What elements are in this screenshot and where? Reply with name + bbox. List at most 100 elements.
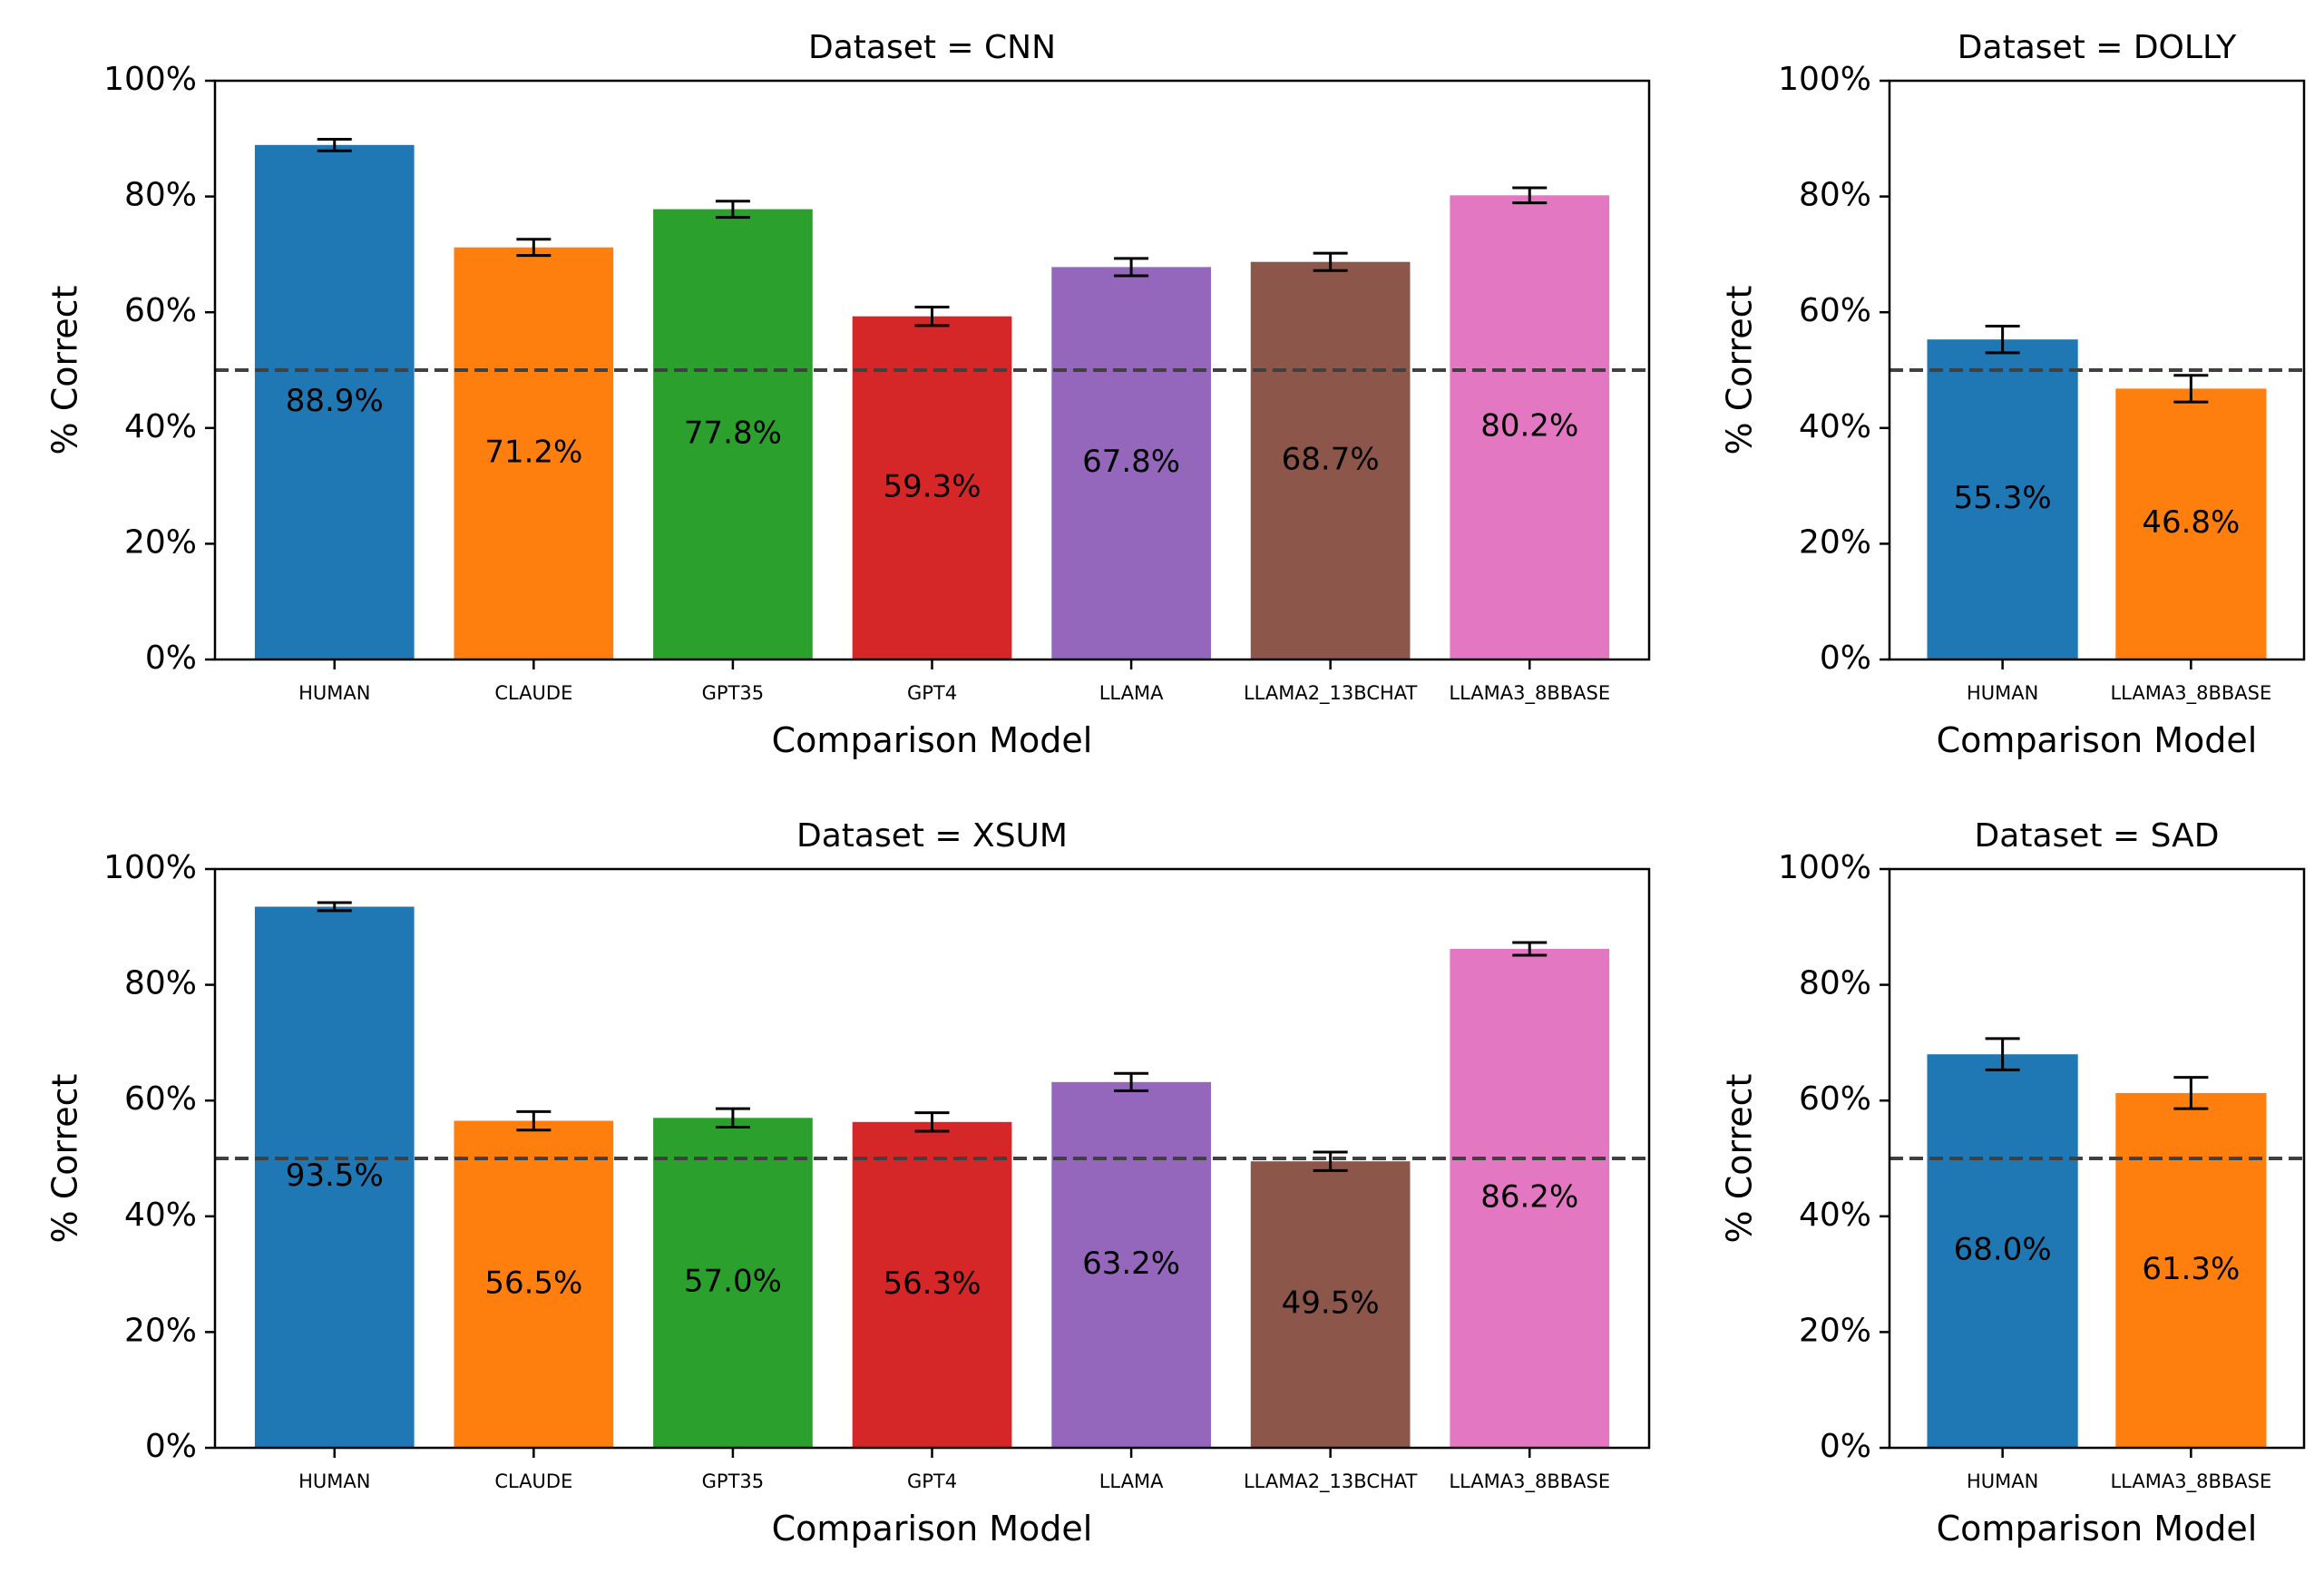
x-tick-label: LLAMA3_8BBASE <box>1449 1470 1610 1493</box>
y-tick-label: 20% <box>124 523 197 561</box>
bar-gpt4 <box>852 1121 1012 1448</box>
x-tick-label: HUMAN <box>298 1470 370 1492</box>
y-tick-label: 60% <box>1799 1080 1871 1118</box>
y-tick-label: 40% <box>1799 1197 1871 1234</box>
y-tick-label: 100% <box>103 849 197 886</box>
y-tick-label: 100% <box>1778 849 1871 886</box>
y-tick-label: 60% <box>124 292 197 329</box>
bar-label: 56.3% <box>883 1265 981 1302</box>
y-tick-label: 0% <box>1820 640 1871 677</box>
error-bar-gpt35 <box>715 1107 750 1129</box>
y-axis-label: % Correct <box>45 286 85 455</box>
x-tick-label: GPT4 <box>907 1470 957 1492</box>
bar-claude <box>454 1120 614 1448</box>
x-axis-label: Comparison Model <box>1937 1509 2258 1549</box>
panel-sad: 68.0% 61.3% 0% 20% 40% 60% 80% 100% HUMAN LLAMA3_… <box>1720 817 2306 1549</box>
error-bar-gpt4 <box>914 305 950 327</box>
bar-label: 93.5% <box>286 1158 384 1194</box>
x-axis-label: Comparison Model <box>1937 720 2258 760</box>
error-bar-human <box>317 137 352 152</box>
x-tick-label: HUMAN <box>1967 1470 2038 1492</box>
x-tick-label: LLAMA2_13BCHAT <box>1244 682 1418 705</box>
chart-title: Dataset = SAD <box>1975 817 2220 855</box>
x-tick-label: LLAMA3_8BBASE <box>1449 682 1610 705</box>
x-tick-label: GPT35 <box>702 682 765 704</box>
x-tick-label: CLAUDE <box>494 682 572 704</box>
y-tick-label: 40% <box>124 408 197 445</box>
bar-human <box>1927 339 2078 659</box>
y-tick-label: 80% <box>1799 177 1871 214</box>
error-bar-claude <box>516 1109 552 1132</box>
y-tick-label: 0% <box>1820 1428 1871 1465</box>
bar-human <box>254 906 415 1448</box>
bar-label: 77.8% <box>684 415 782 451</box>
x-tick-label: GPT4 <box>907 682 957 704</box>
y-tick-label: 80% <box>124 177 197 214</box>
y-tick-label: 20% <box>1799 1312 1871 1349</box>
y-tick-label: 20% <box>1799 523 1871 561</box>
bar-gpt35 <box>653 1118 813 1448</box>
bar-label: 59.3% <box>883 468 981 504</box>
y-axis-label: % Correct <box>1720 286 1760 455</box>
panel-cnn: 88.9% 71.2% 77.8% 59.3% 67.8% 68.7% 80.2% 0% 20%… <box>45 29 1651 760</box>
bar-label: 61.3% <box>2142 1251 2240 1287</box>
chart-title: Dataset = CNN <box>808 29 1056 66</box>
y-axis-label: % Correct <box>45 1074 85 1244</box>
bar-label: 49.5% <box>1282 1285 1380 1322</box>
chart-title: Dataset = DOLLY <box>1958 29 2237 66</box>
y-tick-label: 60% <box>124 1080 197 1118</box>
error-bar-llama3_8bbase <box>1512 941 1548 957</box>
x-tick-label: GPT35 <box>702 1470 765 1492</box>
y-tick-label: 80% <box>1799 965 1871 1002</box>
error-bar-human <box>1985 325 2020 355</box>
x-tick-label: CLAUDE <box>494 1470 572 1492</box>
bar-claude <box>454 247 614 659</box>
x-axis-label: Comparison Model <box>772 720 1093 760</box>
axes-frame <box>1888 867 2306 1450</box>
x-tick-label: HUMAN <box>298 682 370 704</box>
y-tick-label: 0% <box>145 640 197 677</box>
bar-label: 80.2% <box>1480 408 1578 445</box>
bar-llama <box>1051 1081 1211 1448</box>
x-axis-label: Comparison Model <box>772 1509 1093 1549</box>
bar-human <box>254 144 415 660</box>
bar-llama2_13bchat <box>1250 1161 1411 1448</box>
axes-frame <box>1888 79 2306 661</box>
y-tick-label: 20% <box>124 1312 197 1349</box>
bar-llama3_8bbase <box>2115 388 2267 659</box>
y-tick-label: 60% <box>1799 292 1871 329</box>
y-axis-label: % Correct <box>1720 1074 1760 1244</box>
bar-llama <box>1051 267 1211 659</box>
chart-title: Dataset = XSUM <box>796 817 1068 855</box>
error-bar-llama <box>1114 257 1149 278</box>
x-tick-label: LLAMA <box>1099 682 1164 704</box>
error-bar-llama3_8bbase <box>2173 374 2209 404</box>
y-tick-label: 80% <box>124 965 197 1002</box>
panel-xsum: 93.5% 56.5% 57.0% 56.3% 63.2% 49.5% 86.2% 0% 20%… <box>45 817 1651 1549</box>
bar-gpt4 <box>852 316 1012 659</box>
error-bar-gpt4 <box>914 1111 950 1133</box>
x-tick-label: HUMAN <box>1967 682 2038 704</box>
error-bar-human <box>1985 1037 2020 1071</box>
error-bar-llama3_8bbase <box>2173 1076 2209 1110</box>
bar-label: 67.8% <box>1082 444 1180 480</box>
error-bar-llama2_13bchat <box>1313 1150 1348 1172</box>
bar-label: 68.0% <box>1954 1232 2052 1268</box>
bar-label: 63.2% <box>1082 1246 1180 1282</box>
bar-label: 55.3% <box>1954 480 2052 516</box>
error-bar-gpt35 <box>715 200 750 220</box>
x-tick-label: LLAMA2_13BCHAT <box>1244 1470 1418 1493</box>
x-tick-label: LLAMA <box>1099 1470 1164 1492</box>
bar-label: 86.2% <box>1480 1179 1578 1216</box>
y-tick-label: 100% <box>103 61 197 98</box>
bar-human <box>1927 1054 2078 1448</box>
error-bar-claude <box>516 238 552 258</box>
bar-label: 57.0% <box>684 1264 782 1300</box>
x-tick-label: LLAMA3_8BBASE <box>2110 682 2271 705</box>
y-tick-label: 40% <box>1799 408 1871 445</box>
bar-llama3_8bbase <box>1450 195 1610 660</box>
bar-label: 46.8% <box>2142 504 2240 541</box>
error-bar-human <box>317 901 352 913</box>
x-tick-label: LLAMA3_8BBASE <box>2110 1470 2271 1493</box>
bar-label: 88.9% <box>286 383 384 419</box>
